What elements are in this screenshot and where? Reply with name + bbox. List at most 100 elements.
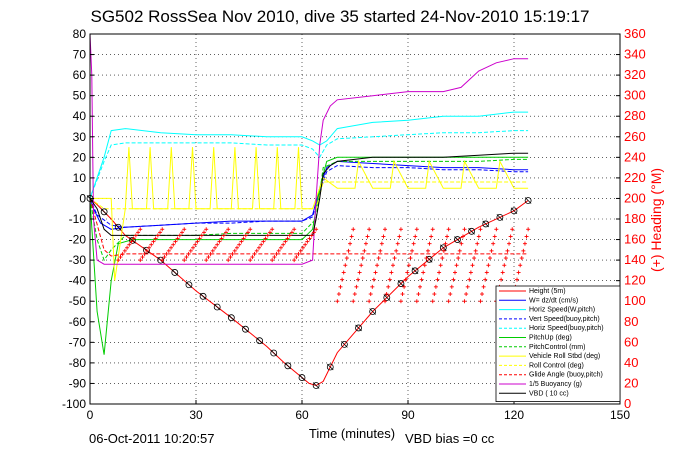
legend-label: Vehicle Roll Stbd (deg) [529,353,600,360]
heading-point [169,245,174,250]
depth-marker [185,281,193,289]
heading-point [267,230,272,235]
heading-point [371,277,376,282]
y2-tick-label: 100 [624,293,646,308]
heading-point [351,227,356,232]
heading-point [518,263,523,268]
heading-point [367,227,372,232]
heading-point [475,241,480,246]
depth-marker [114,223,122,231]
heading-point [177,233,182,238]
heading-point [144,248,149,253]
heading-point [142,251,147,256]
heading-point [483,277,488,282]
y-tick-label: 0 [79,191,86,205]
heading-point [265,233,270,238]
heading-point [446,227,451,232]
heading-point [446,299,451,304]
heading-point [300,245,305,250]
y-tick-label: -30 [69,253,87,267]
legend-label: Vert Speed(buoy,pitch) [529,316,600,323]
heading-point [184,255,189,260]
series-vbd [89,152,529,236]
y2-tick-label: 240 [624,149,646,164]
y2-tick-label: 220 [624,170,646,185]
x-axis: 0 30 60 90 120 150 [87,400,630,422]
heading-point [354,284,359,289]
heading-point [336,292,341,297]
heading-point [429,234,434,239]
y-tick-label: 80 [73,27,87,41]
heading-point [362,248,367,253]
heading-point [472,256,477,261]
heading-point [259,242,264,247]
heading-point [153,236,158,241]
heading-point [133,233,138,238]
depth-marker [100,208,108,216]
heading-point [457,248,462,253]
heading-point [410,248,415,253]
heading-point [314,227,319,232]
series-w [89,160,529,230]
heading-point [468,270,473,275]
heading-point [228,255,233,260]
heading-point [359,263,364,268]
y-tick-label: 60 [73,68,87,82]
heading-point [363,241,368,246]
heading-point [287,233,292,238]
heading-point [365,234,370,239]
heading-point [392,256,397,261]
heading-point [160,258,165,263]
y-tick-label: 10 [73,171,87,185]
heading-point [151,239,156,244]
depth-marker [326,363,334,371]
heading-point [492,234,497,239]
heading-point [356,277,361,282]
legend-box [495,285,621,402]
heading-point [508,234,513,239]
x-tick-label: 0 [87,408,94,422]
y2-tick-label: 20 [624,375,638,390]
y-tick-label: -100 [62,397,86,411]
heading-point [175,236,180,241]
heading-point [462,227,467,232]
heading-point [381,234,386,239]
heading-point [237,242,242,247]
depth-marker [454,236,461,243]
y2-tick-label: 80 [624,314,638,329]
y2-tick-label: 280 [624,108,646,123]
y-tick-label: -60 [69,315,87,329]
heading-point [403,277,408,282]
heading-point [435,277,440,282]
heading-point [413,234,418,239]
heading-point [373,270,378,275]
heading-point [239,239,244,244]
series-roll_control [89,181,529,210]
y-tick-label: 50 [73,89,87,103]
legend-label: 1/5 Buoyancy (g) [529,381,582,388]
y-tick-label: 40 [73,109,87,123]
heading-point [526,227,531,232]
heading-point [180,230,185,235]
y-tick-label: 20 [73,150,87,164]
legend: Height (5m) W= dz/dt (cm/s) Horiz Speed(W,… [495,285,621,402]
heading-point [448,292,453,297]
heading-point [221,233,226,238]
heading-point [390,263,395,268]
heading-point [298,248,303,253]
heading-point [411,241,416,246]
heading-point [303,242,308,247]
depth-marker [411,267,419,275]
heading-point [274,251,279,256]
heading-point [125,245,130,250]
heading-point [478,227,483,232]
y2-tick-label: 60 [624,334,638,349]
heading-point [252,251,257,256]
heading-point [464,292,469,297]
heading-point [445,234,450,239]
heading-point [289,230,294,235]
heading-point [432,292,437,297]
x-tick-label: 30 [189,408,203,422]
heading-point [473,248,478,253]
depth-marker [397,280,405,287]
